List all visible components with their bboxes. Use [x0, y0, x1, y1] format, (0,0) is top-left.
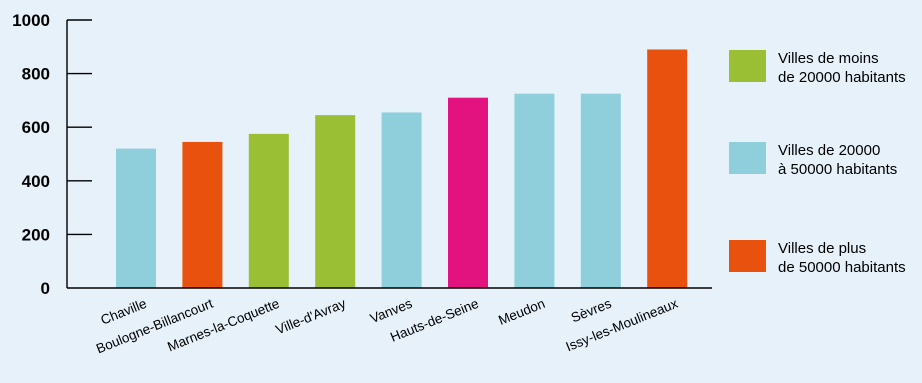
- x-tick-label: Boulogne-Billancourt: [94, 296, 215, 357]
- bar-vanves: [381, 112, 422, 289]
- legend-label-line2: de 50000 habitants: [778, 259, 906, 276]
- legend-swatch: [729, 50, 766, 82]
- bar-boulogne-billancourt: [182, 141, 223, 288]
- y-tick-label: 800: [22, 65, 50, 84]
- legend-label-line1: Villes de plus: [778, 240, 866, 257]
- x-tick-label: Marnes-la-Coquette: [165, 296, 281, 355]
- bar-s-vres: [580, 93, 621, 288]
- legend-swatch: [729, 240, 766, 272]
- x-tick-label: Ville-d'Avray: [274, 296, 349, 338]
- bar-chaville: [116, 148, 156, 288]
- bar-meudon: [514, 93, 555, 288]
- y-tick-label: 1000: [12, 11, 50, 30]
- legend: Villes de moins de 20000 habitants Villes …: [729, 50, 906, 276]
- x-tick-label: Sèvres: [569, 296, 614, 326]
- y-tick-label: 600: [22, 118, 50, 137]
- bar-issy-les-moulineaux: [647, 49, 688, 289]
- x-tick-label: Vanves: [368, 296, 415, 326]
- legend-swatch: [729, 142, 766, 174]
- legend-label-line2: à 50000 habitants: [778, 161, 897, 178]
- y-tick-label: 200: [22, 225, 50, 244]
- bar-hauts-de-seine: [448, 97, 488, 288]
- bar-marnes-la-coquette: [248, 133, 289, 288]
- legend-label-line2: de 20000 habitants: [778, 69, 906, 86]
- y-tick-label: 0: [41, 279, 50, 298]
- legend-label-line1: Villes de 20000: [778, 142, 880, 159]
- bar-ville-d-avray: [315, 115, 356, 288]
- legend-label-line1: Villes de moins: [778, 50, 879, 67]
- bars-group: [116, 49, 688, 289]
- y-tick-label: 400: [22, 172, 50, 191]
- x-tick-label: Meudon: [496, 296, 547, 328]
- x-tick-label: Issy-les-Moulineaux: [564, 296, 680, 355]
